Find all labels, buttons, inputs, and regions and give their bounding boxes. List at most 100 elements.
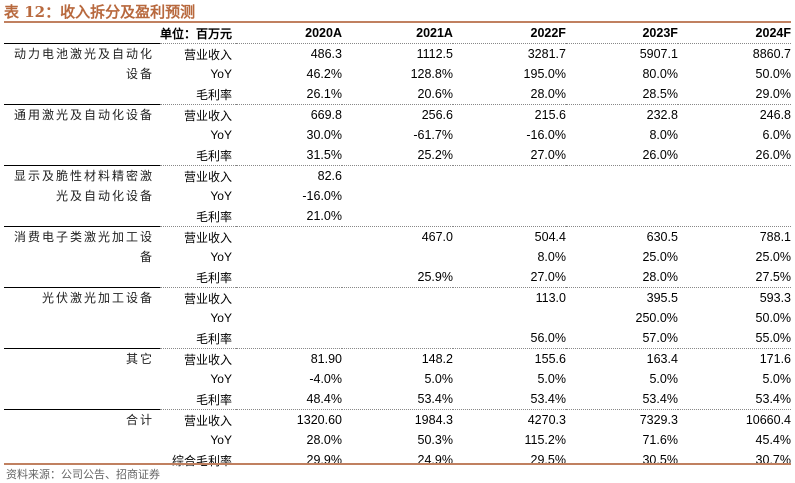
value-cell: 1320.60 — [236, 409, 342, 430]
source-note: 资料来源：公司公告、招商证券 — [6, 469, 160, 481]
value-cell: 50.3% — [417, 433, 453, 447]
metric-label: 毛利率 — [195, 148, 232, 163]
table-row: 消费电子类激光加工设备 营业收入 467.0 504.4 630.5 788.1 — [4, 226, 791, 288]
metric-label: 营业收入 — [159, 226, 236, 247]
value-cell: 53.4% — [642, 392, 678, 406]
value-cell: 29.5% — [530, 453, 566, 467]
value-cell: 28.0% — [530, 87, 566, 101]
value-cell: 171.6 — [677, 348, 791, 369]
value-cell: -4.0% — [309, 372, 342, 386]
table-bottom-divider — [4, 463, 791, 465]
value-cell: 250.0% — [635, 311, 678, 325]
value-cell: 5.0% — [649, 372, 678, 386]
value-cell: 25.0% — [642, 250, 678, 264]
value-cell — [566, 206, 678, 227]
value-cell — [453, 308, 566, 328]
value-cell: 27.0% — [530, 270, 566, 284]
value-cell: 26.0% — [755, 148, 791, 162]
year-header: 2024F — [755, 26, 791, 40]
table-row: YoY 46.2% 128.8% 195.0% 80.0% 50.0% — [4, 64, 791, 84]
metric-label: 毛利率 — [195, 87, 232, 102]
metric-label: 营业收入 — [159, 104, 236, 125]
value-cell — [236, 267, 342, 288]
value-cell: 26.1% — [306, 87, 342, 101]
table-row: YoY -16.0% — [4, 186, 791, 206]
table-title: 表 12：收入拆分及盈利预测 — [4, 3, 196, 21]
value-cell: 155.6 — [452, 348, 566, 369]
value-cell: 27.0% — [530, 148, 566, 162]
value-cell: 3281.7 — [452, 43, 566, 64]
table-row: 毛利率 48.4% 53.4% 53.4% 53.4% 53.4% — [4, 389, 791, 410]
value-cell: 163.4 — [565, 348, 678, 369]
value-cell: 28.5% — [642, 87, 678, 101]
segment-name: 消费电子类激光加工设备 — [4, 226, 160, 288]
metric-label: 营业收入 — [159, 409, 236, 430]
value-cell: 115.2% — [524, 433, 566, 447]
value-cell — [342, 186, 453, 206]
metric-label: 营业收入 — [159, 287, 236, 308]
metric-label: YoY — [210, 372, 232, 386]
value-cell: 232.8 — [565, 104, 678, 125]
value-cell: 5907.1 — [565, 43, 678, 64]
segment-name: 动力电池激光及自动化设备 — [4, 43, 160, 105]
value-cell — [236, 328, 342, 349]
year-header: 2021A — [416, 26, 453, 40]
value-cell — [452, 165, 566, 186]
value-cell: 5.0% — [424, 372, 453, 386]
table-row: 光伏激光加工设备 营业收入 113.0 395.5 593.3 — [4, 287, 791, 349]
value-cell: 53.4% — [417, 392, 453, 406]
metric-label: 毛利率 — [195, 209, 232, 224]
value-cell: 25.2% — [417, 148, 453, 162]
value-cell: 56.0% — [530, 331, 566, 345]
value-cell — [236, 308, 342, 328]
table-row: 显示及脆性材料精密激光及自动化设备 营业收入 82.6 — [4, 165, 791, 227]
metric-label: 营业收入 — [159, 348, 236, 369]
table-row: 毛利率 56.0% 57.0% 55.0% — [4, 328, 791, 349]
table-row: 动力电池激光及自动化设备 营业收入 486.3 1112.5 3281.7 5907.1 8… — [4, 43, 791, 105]
value-cell: 50.0% — [755, 311, 791, 325]
value-cell: 28.0% — [642, 270, 678, 284]
value-cell: 53.4% — [755, 392, 791, 406]
value-cell: 113.0 — [452, 287, 566, 308]
value-cell: 5.0% — [537, 372, 566, 386]
value-cell: 53.4% — [530, 392, 566, 406]
year-header: 2022F — [530, 26, 566, 40]
value-cell: 246.8 — [677, 104, 791, 125]
value-cell — [342, 308, 453, 328]
header-row: 单位：百万元 2020A 2021A 2022F 2023F 2024F — [4, 23, 791, 44]
value-cell: 467.0 — [341, 226, 453, 247]
year-header: 2023F — [642, 26, 678, 40]
value-cell: 31.5% — [306, 148, 342, 162]
value-cell: 395.5 — [565, 287, 678, 308]
value-cell: 4270.3 — [452, 409, 566, 430]
value-cell: 1112.5 — [341, 43, 453, 64]
table-row: 毛利率 26.1% 20.6% 28.0% 28.5% 29.0% — [4, 84, 791, 105]
value-cell: 82.6 — [236, 165, 342, 186]
value-cell — [453, 186, 566, 206]
table-row: 合计 营业收入 1320.60 1984.3 4270.3 7329.3 10660.4 — [4, 409, 791, 470]
metric-label: 营业收入 — [159, 43, 236, 64]
value-cell: 55.0% — [755, 331, 791, 345]
value-cell: 57.0% — [642, 331, 678, 345]
value-cell: 8.0% — [537, 250, 566, 264]
metric-label: YoY — [210, 67, 232, 81]
value-cell — [678, 206, 791, 227]
segment-name: 其它 — [4, 348, 160, 410]
value-cell: -61.7% — [413, 128, 453, 142]
value-cell: 48.4% — [306, 392, 342, 406]
value-cell — [341, 287, 453, 308]
value-cell: 215.6 — [452, 104, 566, 125]
metric-label: 营业收入 — [159, 165, 236, 186]
value-cell: 1984.3 — [341, 409, 453, 430]
segment-name: 通用激光及自动化设备 — [4, 104, 160, 166]
metric-label: 毛利率 — [195, 392, 232, 407]
value-cell — [342, 206, 453, 227]
value-cell: 8.0% — [649, 128, 678, 142]
metric-label: YoY — [210, 250, 232, 264]
value-cell: 630.5 — [565, 226, 678, 247]
value-cell: 669.8 — [236, 104, 342, 125]
value-cell: 5.0% — [762, 372, 792, 386]
value-cell: 24.9% — [417, 453, 453, 467]
value-cell: 29.0% — [755, 87, 791, 101]
value-cell: 10660.4 — [677, 409, 791, 430]
